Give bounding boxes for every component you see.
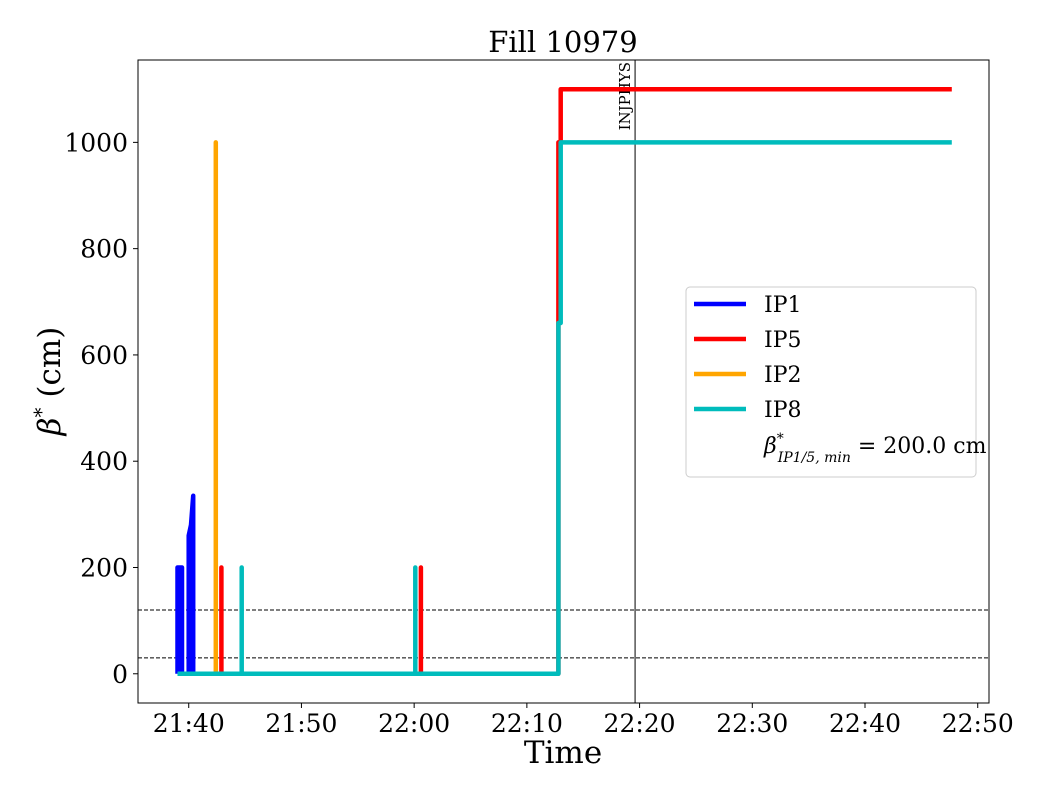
series-line-ip2 (177, 140, 559, 677)
chart-title: Fill 10979 (488, 25, 637, 59)
y-axis-superscript: * (29, 407, 53, 417)
y-tick-label: 200 (80, 553, 128, 582)
legend-beta-symbol: β (763, 434, 777, 459)
y-tick-label: 800 (80, 235, 128, 264)
legend-entries: IP1 IP5 IP2 IP8 (694, 293, 802, 423)
series-line-ip1 (175, 493, 559, 677)
x-tick-label: 21:50 (265, 709, 337, 738)
legend-beta-min: β* IP1/5, min = 200.0 cm (763, 431, 987, 466)
y-tick-label: 0 (112, 660, 128, 689)
plot-frame (137, 59, 990, 704)
x-tick-label: 22:00 (378, 709, 450, 738)
plot-marks: INJPHYS (138, 60, 989, 703)
legend-label-ip5: IP5 (764, 328, 802, 353)
legend-label-ip2: IP2 (764, 363, 802, 388)
legend-label-ip1: IP1 (764, 293, 802, 318)
injphys-label: INJPHYS (616, 62, 634, 130)
x-tick-label: 21:40 (153, 709, 225, 738)
series-line-ip5 (177, 86, 952, 677)
y-tick-label: 1000 (64, 128, 128, 157)
legend-beta-value: = 200.0 cm (851, 434, 987, 459)
legend-beta-sub: IP1/5, min (777, 450, 851, 466)
legend-frame (685, 286, 977, 478)
y-axis-title: β* (cm) (29, 327, 68, 437)
y-axis-spacer (32, 398, 68, 408)
series-line-ip8 (177, 140, 952, 677)
x-tick-label: 22:50 (942, 709, 1014, 738)
y-axis: 0 200 400 600 800 1000 (64, 128, 138, 689)
y-axis-unit: (cm) (32, 327, 68, 398)
y-tick-label: 600 (80, 341, 128, 370)
x-axis: 21:40 21:50 22:00 22:10 22:20 22:30 22:40 22:50 (153, 703, 1014, 738)
x-tick-label: 22:20 (604, 709, 676, 738)
legend: IP1 IP5 IP2 IP8 β* IP1/5, min = 200.0 cm (685, 286, 987, 478)
y-tick-label: 400 (80, 447, 128, 476)
legend-label-ip8: IP8 (764, 398, 802, 423)
x-tick-label: 22:10 (491, 709, 563, 738)
x-tick-label: 22:30 (716, 709, 788, 738)
legend-beta-sup: * (777, 431, 784, 447)
x-tick-label: 22:40 (829, 709, 901, 738)
x-axis-title: Time (524, 735, 602, 771)
y-axis-symbol: β (32, 417, 68, 436)
